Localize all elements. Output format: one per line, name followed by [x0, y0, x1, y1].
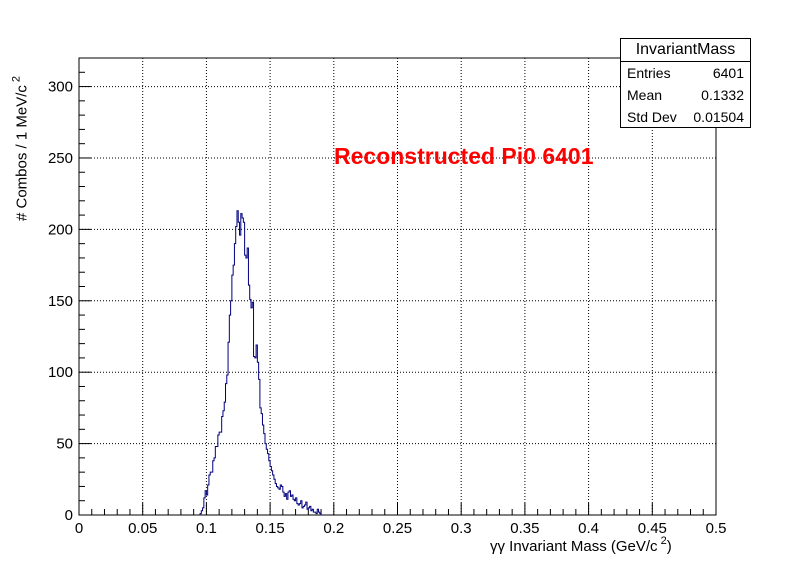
x-tick-label: 0.3 — [451, 520, 472, 537]
x-tick-label: 0.45 — [638, 520, 667, 537]
x-axis-label-suffix: ) — [666, 538, 672, 555]
stats-row-entries: Entries 6401 — [621, 62, 750, 84]
stats-title: InvariantMass — [621, 39, 750, 62]
grid-lines — [79, 58, 716, 515]
stats-label: Std Dev — [627, 109, 677, 125]
stats-value: 6401 — [712, 65, 744, 81]
y-tick-label: 150 — [48, 293, 73, 310]
stats-row-stddev: Std Dev 0.01504 — [621, 106, 750, 128]
y-tick-label: 100 — [48, 364, 73, 381]
axis-ticks — [78, 57, 717, 516]
x-tick-label: 0.1 — [196, 520, 217, 537]
x-tick-label: 0.05 — [128, 520, 157, 537]
stats-value: 0.01504 — [693, 109, 744, 125]
tick-labels: 0 0.05 0.1 0.15 0.2 0.25 0.3 0.35 0.4 0.45 0.5 0 50 1… — [48, 79, 726, 537]
x-axis-label-superscript: 2 — [660, 535, 667, 547]
x-tick-label: 0.25 — [383, 520, 412, 537]
y-tick-label: 300 — [48, 79, 73, 96]
x-tick-label: 0.35 — [510, 520, 539, 537]
stats-box: InvariantMass Entries 6401 Mean 0.1332 S… — [620, 38, 751, 128]
stats-label: Mean — [627, 87, 663, 103]
y-axis-label-superscript: 2 — [10, 76, 23, 83]
stats-value: 0.1332 — [701, 87, 744, 103]
x-tick-label: 0.2 — [323, 520, 344, 537]
y-tick-label: 250 — [48, 150, 73, 167]
x-tick-label: 0.15 — [255, 520, 284, 537]
y-tick-label: 0 — [65, 507, 73, 524]
stats-row-mean: Mean 0.1332 — [621, 84, 750, 106]
y-tick-label: 50 — [56, 436, 73, 453]
y-tick-label: 200 — [48, 221, 73, 238]
stats-label: Entries — [627, 65, 671, 81]
x-tick-label: 0.5 — [706, 520, 727, 537]
x-axis-label-text: γγ Invariant Mass (GeV/c — [490, 538, 658, 555]
x-tick-label: 0 — [75, 520, 83, 537]
chart-annotation: Reconstructed Pi0 6401 — [334, 143, 594, 169]
x-tick-label: 0.4 — [578, 520, 599, 537]
y-axis-label-text: # Combos / 1 MeV/c — [13, 85, 31, 222]
histogram-line — [199, 210, 323, 516]
x-axis-label: γγ Invariant Mass (GeV/c 2) — [490, 535, 672, 555]
y-axis-label: # Combos / 1 MeV/c 2 — [10, 49, 31, 249]
